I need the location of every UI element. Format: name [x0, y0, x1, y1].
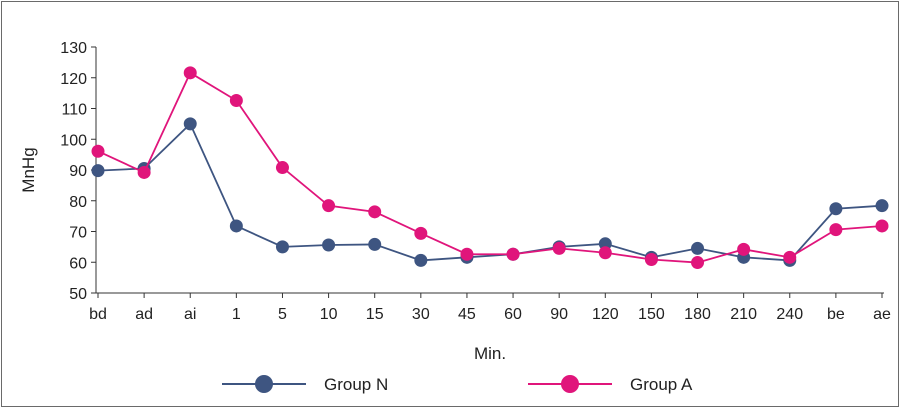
data-point — [229, 94, 243, 108]
data-point — [691, 241, 705, 255]
data-point — [552, 241, 566, 255]
series-line — [97, 71, 883, 264]
y-tick-label: 50 — [69, 286, 87, 303]
data-point — [275, 240, 289, 254]
data-point — [737, 242, 751, 256]
data-point — [783, 250, 797, 264]
series-group-n — [91, 117, 889, 267]
y-tick-labels: 50 60 70 80 90 100 110 120 130 — [60, 40, 87, 303]
x-tick-label: 30 — [412, 306, 430, 323]
x-tick-label: ad — [135, 306, 153, 323]
legend-item: Group N — [222, 375, 388, 394]
data-point — [91, 164, 105, 178]
x-tick-label: 180 — [684, 306, 711, 323]
legend-label: Group N — [324, 375, 388, 394]
x-axis-label: Min. — [474, 344, 506, 363]
series-group-a — [91, 66, 889, 270]
data-point — [368, 205, 382, 219]
legend-item: Group A — [528, 375, 693, 394]
data-point — [414, 226, 428, 240]
data-point — [183, 117, 197, 131]
x-tick-label: ai — [184, 306, 196, 323]
data-point — [829, 223, 843, 237]
x-tick-label: 90 — [550, 306, 568, 323]
data-point — [322, 199, 336, 213]
data-point — [875, 219, 889, 233]
x-tick-label: bd — [89, 306, 107, 323]
x-tick-label: 1 — [232, 306, 241, 323]
legend-label: Group A — [630, 375, 693, 394]
x-tick-labels: bd ad ai 1 5 10 15 30 45 60 90 120 150 180 210 240 be ae — [89, 306, 891, 323]
y-axis-label: MnHg — [19, 147, 38, 192]
x-tick-label: 120 — [592, 306, 619, 323]
data-point — [598, 246, 612, 260]
data-point — [414, 253, 428, 267]
data-point — [137, 165, 151, 179]
y-tick-label: 80 — [69, 194, 87, 211]
data-point — [506, 247, 520, 261]
data-point — [598, 237, 612, 251]
data-point — [322, 238, 336, 252]
data-point — [91, 144, 105, 158]
data-point — [460, 247, 474, 261]
x-tick-label: 45 — [458, 306, 476, 323]
x-tick-label: 15 — [366, 306, 384, 323]
legend-marker — [255, 375, 273, 393]
data-point — [691, 256, 705, 270]
data-point — [183, 66, 197, 80]
y-tick-label: 120 — [60, 71, 87, 88]
data-point — [368, 237, 382, 251]
x-tick-label: 150 — [638, 306, 665, 323]
y-tick-label: 60 — [69, 255, 87, 272]
x-tick-label: ae — [873, 306, 891, 323]
y-tick-label: 130 — [60, 40, 87, 57]
x-tick-label: 210 — [730, 306, 757, 323]
data-point — [275, 161, 289, 175]
data-point — [875, 199, 889, 213]
data-point — [644, 252, 658, 266]
x-tick-label: 240 — [776, 306, 803, 323]
legend-marker — [561, 375, 579, 393]
y-tick-label: 70 — [69, 225, 87, 242]
y-tick-label: 100 — [60, 132, 87, 149]
x-tick-label: 60 — [504, 306, 522, 323]
data-point — [229, 219, 243, 233]
series-layer — [91, 66, 889, 270]
series-line — [97, 122, 883, 262]
data-point — [829, 202, 843, 216]
x-tick-label: be — [827, 306, 845, 323]
y-tick-label: 110 — [61, 102, 87, 119]
x-tick-label: 5 — [278, 306, 287, 323]
x-tick-label: 10 — [320, 306, 338, 323]
legend: Group N Group A — [222, 375, 693, 394]
y-tick-label: 90 — [69, 163, 87, 180]
